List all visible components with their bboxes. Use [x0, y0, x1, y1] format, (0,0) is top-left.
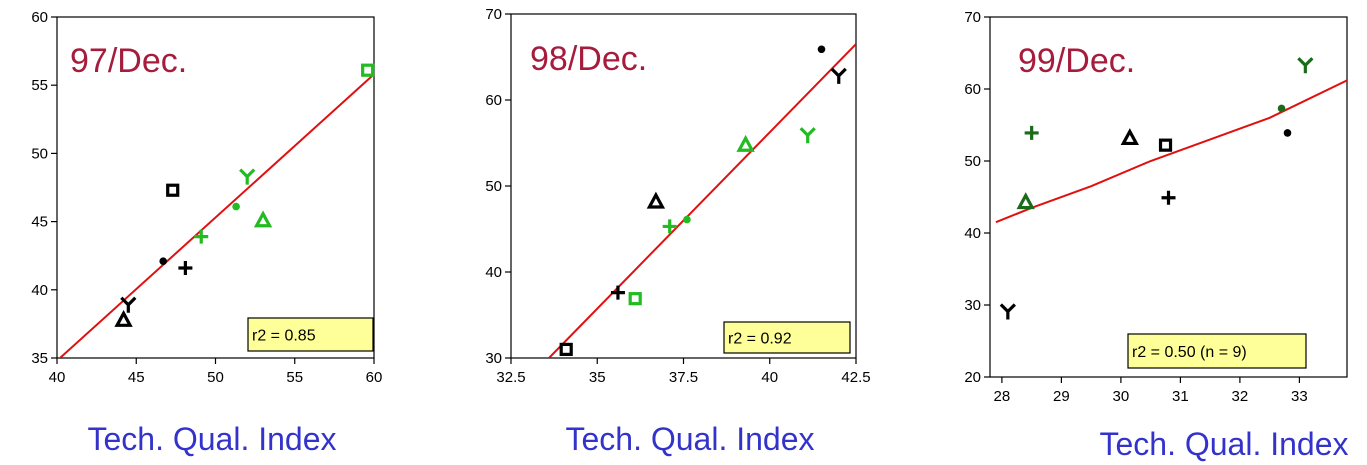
- x-tick-label: 29: [1053, 388, 1070, 405]
- chart-panel-2: 30 40 50 60 70 32.5 35 37.5 40 42.5 98/Dec. r2 = 0.…: [485, 6, 870, 457]
- y-tick-label: 70: [485, 6, 502, 23]
- r2-box: [247, 317, 374, 352]
- data-point-8: [799, 127, 816, 144]
- data-point-8: [1283, 129, 1292, 137]
- y-tick-label: 45: [31, 214, 48, 231]
- data-point-5: [178, 260, 193, 275]
- y-tick-label: 55: [31, 77, 48, 94]
- y-tick-label: 60: [964, 81, 981, 98]
- data-point-10: [361, 63, 375, 77]
- chart-title: 99/Dec.: [1018, 42, 1135, 80]
- chart-panel-3: 20 30 40 50 60 70 28 29 30 31 32 33 99/Dec. r2 = 0.50…: [964, 9, 1348, 462]
- chart-title: 98/Dec.: [530, 40, 647, 78]
- data-point-3: [1024, 125, 1039, 140]
- y-tick-label: 50: [485, 178, 502, 195]
- x-tick-label: 40: [761, 369, 778, 386]
- x-tick-label: 31: [1172, 388, 1189, 405]
- x-tick-label: 60: [366, 369, 383, 386]
- x-tick-label: 32.5: [496, 369, 525, 386]
- y-tick-label: 35: [31, 350, 48, 367]
- y-tick-label: 40: [964, 225, 981, 242]
- data-point-8: [239, 168, 256, 185]
- data-point-3: [166, 183, 180, 197]
- r2-label: r2 = 0.92: [728, 331, 792, 348]
- x-tick-label: 32: [1232, 388, 1249, 405]
- x-tick-label: 33: [1291, 388, 1308, 405]
- data-point-7: [1277, 104, 1286, 113]
- data-point-6: [683, 215, 691, 224]
- x-tick-label: 50: [207, 369, 224, 386]
- x-tick-label: 28: [994, 388, 1011, 405]
- r2-box: [723, 321, 851, 354]
- y-tick-label: 50: [964, 153, 981, 170]
- data-point-2: [114, 309, 133, 327]
- x-tick-label: 35: [589, 369, 606, 386]
- x-tick-label: 45: [128, 369, 145, 386]
- data-point-6: [194, 229, 209, 244]
- data-point-1: [559, 342, 573, 356]
- data-point-4: [1120, 128, 1140, 146]
- data-point-10: [830, 67, 847, 84]
- data-point-2: [610, 285, 625, 300]
- data-point-9: [817, 45, 826, 54]
- chart-title: 97/Dec.: [70, 42, 187, 80]
- data-point-1: [120, 296, 137, 313]
- data-point-9: [253, 210, 273, 228]
- data-point-5: [662, 219, 677, 234]
- y-tick-label: 60: [485, 92, 502, 109]
- data-point-9: [1297, 57, 1314, 74]
- y-tick-label: 50: [31, 145, 48, 162]
- data-point-5: [1158, 138, 1173, 152]
- y-tick-label: 70: [964, 9, 981, 26]
- x-axis-label: Tech. Qual. Index: [565, 421, 814, 457]
- y-tick-label: 30: [964, 297, 981, 314]
- fit-line: [58, 73, 374, 358]
- data-point-2: [1016, 192, 1035, 210]
- r2-box: [1127, 333, 1307, 369]
- r2-label: r2 = 0.50 (n = 9): [1132, 344, 1247, 361]
- y-tick-label: 40: [485, 264, 502, 281]
- x-tick-label: 30: [1113, 388, 1130, 405]
- data-point-1: [999, 303, 1016, 320]
- x-axis-label: Tech. Qual. Index: [87, 421, 336, 457]
- x-tick-label: 42.5: [841, 369, 870, 386]
- data-point-4: [646, 191, 666, 209]
- y-tick-label: 30: [485, 350, 502, 367]
- x-axis-label: Tech. Qual. Index: [1099, 426, 1348, 462]
- r2-label: r2 = 0.85: [252, 328, 316, 345]
- x-tick-label: 37.5: [669, 369, 698, 386]
- data-point-3: [628, 292, 642, 306]
- data-point-4: [159, 257, 167, 265]
- x-tick-label: 40: [49, 369, 66, 386]
- x-tick-label: 55: [286, 369, 303, 386]
- data-point-6: [1161, 190, 1176, 205]
- plot-frame: [989, 16, 1348, 378]
- data-point-7: [232, 202, 240, 211]
- y-tick-label: 20: [964, 369, 981, 386]
- y-tick-label: 40: [31, 282, 48, 299]
- data-point-7: [736, 134, 755, 152]
- y-tick-label: 60: [31, 9, 48, 26]
- fit-line: [548, 43, 856, 358]
